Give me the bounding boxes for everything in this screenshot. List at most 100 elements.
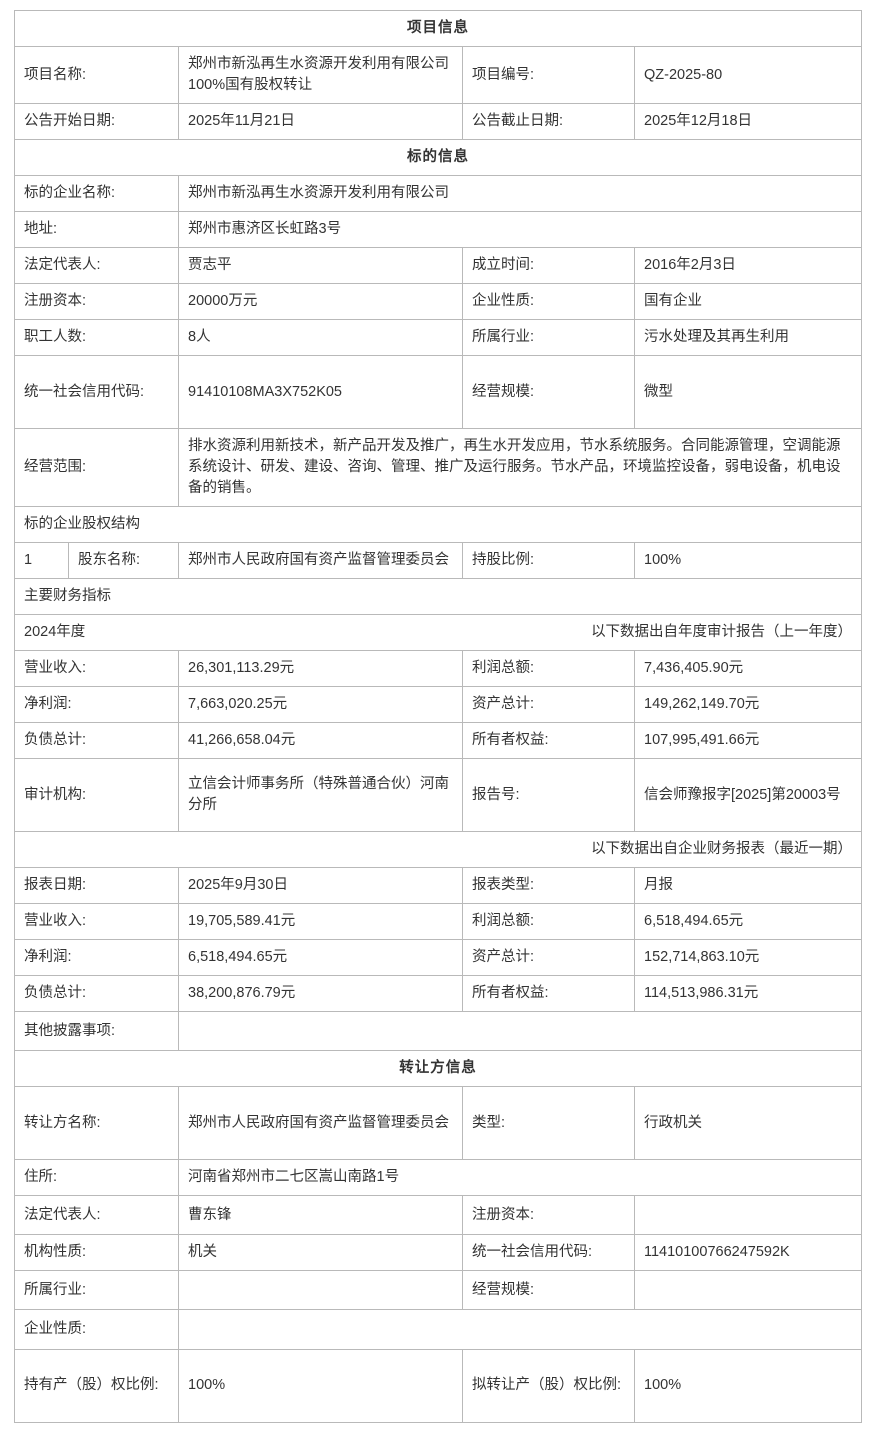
table-row: 统一社会信用代码: 91410108MA3X752K05 经营规模: 微型 [14,355,863,430]
latest-owners-equity-label: 所有者权益: [462,975,635,1013]
audited-total-profit-value: 7,436,405.90元 [634,650,863,688]
target-nature-label: 企业性质: [462,283,635,321]
business-scope-value: 排水资源利用新技术，新产品开发及推广，再生水开发应用，节水系统服务。合同能源管理… [178,428,863,508]
latest-total-profit-label: 利润总额: [462,903,635,941]
transferor-type-label: 类型: [462,1086,635,1161]
target-address-label: 地址: [14,211,179,249]
other-disclosure-value [178,1011,863,1052]
held-ratio-value: 100% [178,1349,463,1423]
table-row: 负债总计: 41,266,658.04元 所有者权益: 107,995,491.… [14,722,863,760]
section-header-row: 标的信息 [14,139,863,177]
table-row: 标的企业名称: 郑州市新泓再生水资源开发利用有限公司 [14,175,863,213]
table-row: 机构性质: 机关 统一社会信用代码: 11410100766247592K [14,1234,863,1272]
audited-owners-equity-label: 所有者权益: [462,722,635,760]
latest-total-assets-value: 152,714,863.10元 [634,939,863,977]
latest-revenue-value: 19,705,589.41元 [178,903,463,941]
report-number-value: 信会师豫报字[2025]第20003号 [634,758,863,833]
statement-date-value: 2025年9月30日 [178,867,463,905]
transferor-credit-code-value: 11410100766247592K [634,1234,863,1272]
target-nature-value: 国有企业 [634,283,863,321]
report-number-label: 报告号: [462,758,635,833]
subheader-row: 标的企业股权结构 [14,506,863,544]
shareholder-name-label: 股东名称: [68,542,179,580]
shareholding-ratio-value: 100% [634,542,863,580]
transfer-ratio-value: 100% [634,1349,863,1423]
transferor-scale-value [634,1270,863,1311]
announcement-end-label: 公告截止日期: [462,103,635,141]
table-row: 职工人数: 8人 所属行业: 污水处理及其再生利用 [14,319,863,357]
equity-row-index: 1 [14,542,69,580]
target-employees-label: 职工人数: [14,319,179,357]
transferor-capital-value [634,1195,863,1236]
table-row: 净利润: 7,663,020.25元 资产总计: 149,262,149.70元 [14,686,863,724]
audited-owners-equity-value: 107,995,491.66元 [634,722,863,760]
table-row: 注册资本: 20000万元 企业性质: 国有企业 [14,283,863,321]
target-company-label: 标的企业名称: [14,175,179,213]
statement-type-label: 报表类型: [462,867,635,905]
table-row: 净利润: 6,518,494.65元 资产总计: 152,714,863.10元 [14,939,863,977]
held-ratio-label: 持有产（股）权比例: [14,1349,179,1423]
target-industry-value: 污水处理及其再生利用 [634,319,863,357]
table-row: 公告开始日期: 2025年11月21日 公告截止日期: 2025年12月18日 [14,103,863,141]
table-row: 企业性质: [14,1309,863,1350]
transfer-ratio-label: 拟转让产（股）权比例: [462,1349,635,1423]
table-row: 营业收入: 19,705,589.41元 利润总额: 6,518,494.65元 [14,903,863,941]
section-title-target-info: 标的信息 [14,139,863,177]
announcement-end-value: 2025年12月18日 [634,103,863,141]
target-legal-rep-label: 法定代表人: [14,247,179,285]
other-disclosure-label: 其他披露事项: [14,1011,179,1052]
project-number-value: QZ-2025-80 [634,46,863,105]
table-row: 项目名称: 郑州市新泓再生水资源开发利用有限公司100%国有股权转让 项目编号:… [14,46,863,105]
latest-net-profit-value: 6,518,494.65元 [178,939,463,977]
project-number-label: 项目编号: [462,46,635,105]
latest-owners-equity-value: 114,513,986.31元 [634,975,863,1013]
target-credit-code-value: 91410108MA3X752K05 [178,355,463,430]
transferor-legal-rep-value: 曹东锋 [178,1195,463,1236]
audited-total-profit-label: 利润总额: [462,650,635,688]
transferor-enterprise-nature-value [178,1309,863,1350]
announcement-start-value: 2025年11月21日 [178,103,463,141]
audited-revenue-label: 营业收入: [14,650,179,688]
table-row: 地址: 郑州市惠济区长虹路3号 [14,211,863,249]
audited-period-note: 2024年度 以下数据出自年度审计报告（上一年度） [14,614,863,652]
subheader-row: 主要财务指标 [14,578,863,616]
table-row: 营业收入: 26,301,113.29元 利润总额: 7,436,405.90元 [14,650,863,688]
transferor-name-label: 转让方名称: [14,1086,179,1161]
table-row: 报表日期: 2025年9月30日 报表类型: 月报 [14,867,863,905]
table-row: 经营范围: 排水资源利用新技术，新产品开发及推广，再生水开发应用，节水系统服务。… [14,428,863,508]
transferor-industry-value [178,1270,463,1311]
transferor-credit-code-label: 统一社会信用代码: [462,1234,635,1272]
section-title-transferor-info: 转让方信息 [14,1050,863,1088]
transferor-org-nature-label: 机构性质: [14,1234,179,1272]
project-information-table: 项目信息 项目名称: 郑州市新泓再生水资源开发利用有限公司100%国有股权转让 … [14,10,863,1423]
audited-total-assets-label: 资产总计: [462,686,635,724]
transferor-org-nature-value: 机关 [178,1234,463,1272]
latest-total-assets-label: 资产总计: [462,939,635,977]
business-scope-label: 经营范围: [14,428,179,508]
audited-net-profit-label: 净利润: [14,686,179,724]
target-established-label: 成立时间: [462,247,635,285]
auditor-value: 立信会计师事务所（特殊普通合伙）河南分所 [178,758,463,833]
audited-revenue-value: 26,301,113.29元 [178,650,463,688]
table-row: 法定代表人: 贾志平 成立时间: 2016年2月3日 [14,247,863,285]
target-employees-value: 8人 [178,319,463,357]
latest-net-profit-label: 净利润: [14,939,179,977]
target-scale-label: 经营规模: [462,355,635,430]
auditor-label: 审计机构: [14,758,179,833]
target-legal-rep-value: 贾志平 [178,247,463,285]
project-name-label: 项目名称: [14,46,179,105]
statement-date-label: 报表日期: [14,867,179,905]
target-capital-label: 注册资本: [14,283,179,321]
transferor-legal-rep-label: 法定代表人: [14,1195,179,1236]
table-row: 其他披露事项: [14,1011,863,1052]
latest-total-profit-value: 6,518,494.65元 [634,903,863,941]
audited-total-liabilities-label: 负债总计: [14,722,179,760]
table-row: 住所: 河南省郑州市二七区嵩山南路1号 [14,1159,863,1197]
table-row: 所属行业: 经营规模: [14,1270,863,1311]
section-title-project-info: 项目信息 [14,10,863,48]
transferor-domicile-label: 住所: [14,1159,179,1197]
audited-net-profit-value: 7,663,020.25元 [178,686,463,724]
section-header-row: 转让方信息 [14,1050,863,1088]
announcement-start-label: 公告开始日期: [14,103,179,141]
